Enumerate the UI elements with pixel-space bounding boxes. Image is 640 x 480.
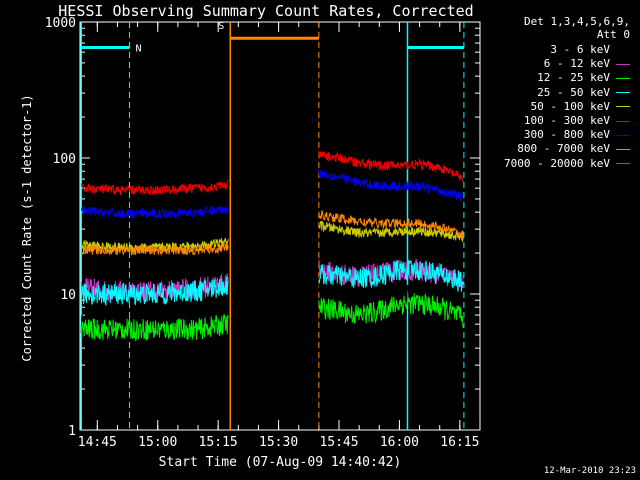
series-line bbox=[80, 293, 464, 342]
legend-item: 100 - 300 keV bbox=[524, 114, 630, 127]
x-tick-label: 15:45 bbox=[319, 435, 358, 450]
legend-item: 25 - 50 keV bbox=[537, 86, 630, 99]
series-line bbox=[80, 210, 464, 256]
annotation-label: N bbox=[136, 43, 142, 54]
legend-header-1: Det 1,3,4,5,6,9, bbox=[524, 15, 630, 28]
x-tick-label: 16:15 bbox=[440, 435, 479, 450]
y-tick-label: 100 bbox=[53, 152, 76, 167]
x-tick-label: 15:30 bbox=[259, 435, 298, 450]
legend-swatch bbox=[616, 92, 630, 94]
y-tick-label: 10 bbox=[60, 288, 76, 303]
legend-item: 12 - 25 keV bbox=[537, 71, 630, 84]
legend-item: 6 - 12 keV bbox=[544, 57, 630, 70]
legend-item: 800 - 7000 keV bbox=[517, 142, 630, 155]
legend-label: 25 - 50 keV bbox=[537, 85, 610, 99]
x-tick-label: 15:15 bbox=[199, 435, 238, 450]
legend-swatch bbox=[616, 49, 630, 51]
legend-swatch bbox=[616, 120, 630, 122]
legend-label: 100 - 300 keV bbox=[523, 114, 610, 127]
x-tick-label: 16:00 bbox=[380, 435, 419, 450]
legend-label: 800 - 7000 keV bbox=[517, 142, 610, 156]
legend-item: 50 - 100 keV bbox=[531, 100, 630, 113]
legend-label: 6 - 12 keV bbox=[543, 57, 610, 71]
legend-item: 300 - 800 keV bbox=[524, 128, 630, 141]
y-tick-label: 1 bbox=[68, 424, 76, 439]
legend-label: 7000 - 20000 keV bbox=[504, 156, 610, 170]
chart-title: HESSI Observing Summary Count Rates, Cor… bbox=[58, 2, 473, 20]
y-tick-label: 1000 bbox=[45, 16, 76, 31]
series-line bbox=[80, 259, 464, 307]
x-tick-label: 14:45 bbox=[78, 435, 117, 450]
x-axis-label: Start Time (07-Aug-09 14:40:42) bbox=[159, 455, 402, 470]
series-line bbox=[80, 150, 464, 196]
svg-text:Corrected Count Rate (s-1 dete: Corrected Count Rate (s-1 detector-1) bbox=[20, 94, 34, 361]
series-line bbox=[80, 168, 464, 220]
x-tick-label: 15:00 bbox=[138, 435, 177, 450]
y-axis-label: Corrected Count Rate (s-1 detector-1) bbox=[20, 94, 34, 361]
legend-header-2: Att 0 bbox=[596, 28, 630, 41]
legend-label: 3 - 6 keV bbox=[550, 43, 610, 56]
plot-frame bbox=[79, 21, 481, 431]
legend-swatch bbox=[616, 77, 630, 79]
legend-swatch bbox=[616, 134, 630, 136]
legend-label: 50 - 100 keV bbox=[530, 99, 610, 113]
legend-swatch bbox=[616, 106, 630, 108]
legend-item: 7000 - 20000 keV bbox=[504, 157, 630, 170]
legend-item: 3 - 6 keV bbox=[550, 43, 630, 56]
annotation-label: S bbox=[218, 21, 224, 32]
timestamp: 12-Mar-2010 23:23 bbox=[543, 466, 636, 476]
legend-swatch bbox=[616, 63, 630, 65]
legend-label: 12 - 25 keV bbox=[537, 71, 610, 85]
legend-swatch bbox=[616, 148, 630, 150]
legend-swatch bbox=[616, 163, 630, 165]
legend-label: 300 - 800 keV bbox=[523, 128, 610, 142]
